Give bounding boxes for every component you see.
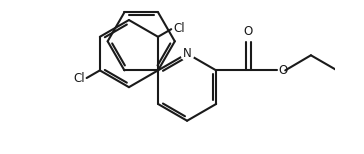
Text: N: N xyxy=(183,47,191,60)
Text: Cl: Cl xyxy=(73,71,84,85)
Text: O: O xyxy=(278,64,288,77)
Text: Cl: Cl xyxy=(173,22,185,35)
Text: O: O xyxy=(244,25,253,38)
